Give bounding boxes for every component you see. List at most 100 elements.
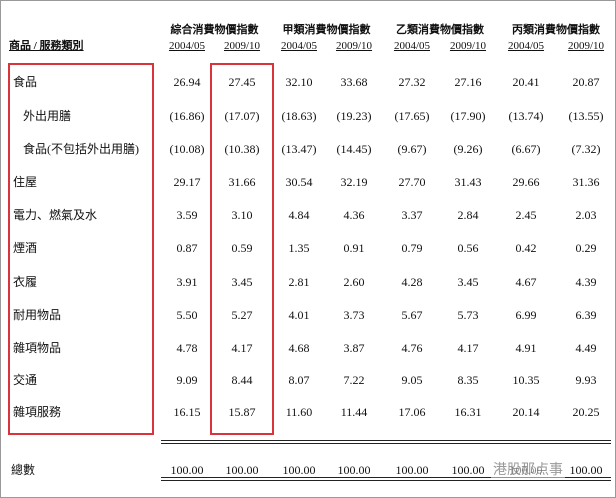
period-header: 2004/05 — [280, 40, 318, 52]
cell: 4.17 — [457, 341, 479, 355]
group-header: 綜合消費物價指數 — [170, 24, 259, 36]
cell: 20.41 — [512, 75, 540, 89]
cell: 4.91 — [515, 341, 537, 355]
cell: (9.67) — [397, 142, 427, 156]
cell: (17.65) — [394, 109, 430, 123]
cell: 0.56 — [457, 241, 479, 255]
cell: (17.07) — [224, 109, 260, 123]
cell: 17.06 — [398, 405, 426, 419]
period-header: 2004/05 — [393, 40, 431, 52]
cell: 32.19 — [340, 175, 368, 189]
highlight-box — [8, 63, 154, 435]
cell: 27.16 — [454, 75, 482, 89]
total-cell: 100.00 — [170, 463, 204, 477]
cell: 0.29 — [575, 241, 597, 255]
cell: 4.78 — [176, 341, 198, 355]
double-rule — [161, 440, 611, 444]
cell: 6.39 — [575, 308, 597, 322]
group-header: 乙類消費物價指數 — [396, 24, 484, 36]
cell: 20.25 — [572, 405, 600, 419]
cell: 2.03 — [575, 208, 597, 222]
cell: (18.63) — [281, 109, 317, 123]
cell: 32.10 — [285, 75, 313, 89]
cell: 11.44 — [340, 405, 368, 419]
cell: 2.60 — [343, 275, 365, 289]
row-label: 耐用物品 — [13, 308, 62, 322]
cell: 29.66 — [512, 175, 540, 189]
row-label: 外出用膳 — [23, 109, 72, 123]
cell: 1.35 — [288, 241, 310, 255]
cell: 20.87 — [572, 75, 600, 89]
cell: 31.66 — [228, 175, 256, 189]
period-header: 2009/10 — [223, 40, 261, 52]
row-label: 食品(不包括外出用膳) — [23, 142, 139, 156]
period-header: 2004/05 — [507, 40, 545, 52]
row-label: 煙酒 — [13, 241, 38, 255]
cell: 3.10 — [231, 208, 253, 222]
cell: 3.87 — [343, 341, 365, 355]
cell: 5.50 — [176, 308, 198, 322]
cell: 4.39 — [575, 275, 597, 289]
highlight-box — [210, 63, 274, 435]
row-label: 交通 — [13, 373, 38, 387]
cell: 3.59 — [176, 208, 198, 222]
total-cell: 100.00 — [225, 463, 259, 477]
cell: (14.45) — [336, 142, 372, 156]
cell: 4.84 — [288, 208, 310, 222]
cell: 7.22 — [343, 373, 365, 387]
cell: 0.42 — [515, 241, 537, 255]
cell: 9.05 — [401, 373, 423, 387]
total-label: 總數 — [11, 463, 36, 477]
cell: 4.28 — [401, 275, 423, 289]
double-rule — [161, 477, 611, 481]
cell: 9.93 — [575, 373, 597, 387]
cell: 30.54 — [285, 175, 313, 189]
total-cell: 100.00 — [395, 463, 429, 477]
cell: 8.07 — [288, 373, 310, 387]
cell: 4.76 — [401, 341, 423, 355]
cell: 2.45 — [515, 208, 537, 222]
cell: 3.73 — [343, 308, 365, 322]
row-label: 電力、燃氣及水 — [13, 208, 98, 222]
period-header: 2009/10 — [449, 40, 487, 52]
watermark: 港股那点事 — [491, 459, 565, 479]
row-label: 食品 — [13, 75, 38, 89]
cell: 20.14 — [512, 405, 540, 419]
cell: (10.38) — [224, 142, 260, 156]
total-cell: 100.00 — [337, 463, 371, 477]
cell: 2.84 — [457, 208, 479, 222]
cell: 0.87 — [176, 241, 198, 255]
cell: (7.32) — [571, 142, 601, 156]
cell: 0.91 — [343, 241, 365, 255]
cell: (19.23) — [336, 109, 372, 123]
cell: 27.45 — [228, 75, 256, 89]
cell: 3.45 — [457, 275, 479, 289]
cell: 29.17 — [173, 175, 201, 189]
row-label: 衣履 — [13, 275, 38, 289]
cell: 11.60 — [285, 405, 313, 419]
cell: 16.15 — [173, 405, 201, 419]
group-header: 甲類消費物價指數 — [282, 24, 371, 36]
cell: 3.37 — [401, 208, 423, 222]
cell: 4.17 — [231, 341, 253, 355]
cell: 26.94 — [173, 75, 201, 89]
cell: 0.59 — [231, 241, 253, 255]
cell: 27.70 — [398, 175, 426, 189]
cell: 0.79 — [401, 241, 423, 255]
total-cell: 100.00 — [451, 463, 485, 477]
total-cell: 100.00 — [569, 463, 603, 477]
cell: 4.68 — [288, 341, 310, 355]
cell: (9.26) — [453, 142, 483, 156]
cell: 5.73 — [457, 308, 479, 322]
category-header: 商品 / 服務類別 — [9, 40, 84, 52]
cell: (13.55) — [568, 109, 604, 123]
cell: (13.74) — [508, 109, 544, 123]
cell: 3.91 — [176, 275, 198, 289]
row-label: 雜項服務 — [13, 405, 62, 419]
cell: 4.01 — [288, 308, 310, 322]
cell: 4.49 — [575, 341, 597, 355]
cell: 2.81 — [288, 275, 310, 289]
cell: (16.86) — [169, 109, 205, 123]
period-header: 2009/10 — [567, 40, 605, 52]
